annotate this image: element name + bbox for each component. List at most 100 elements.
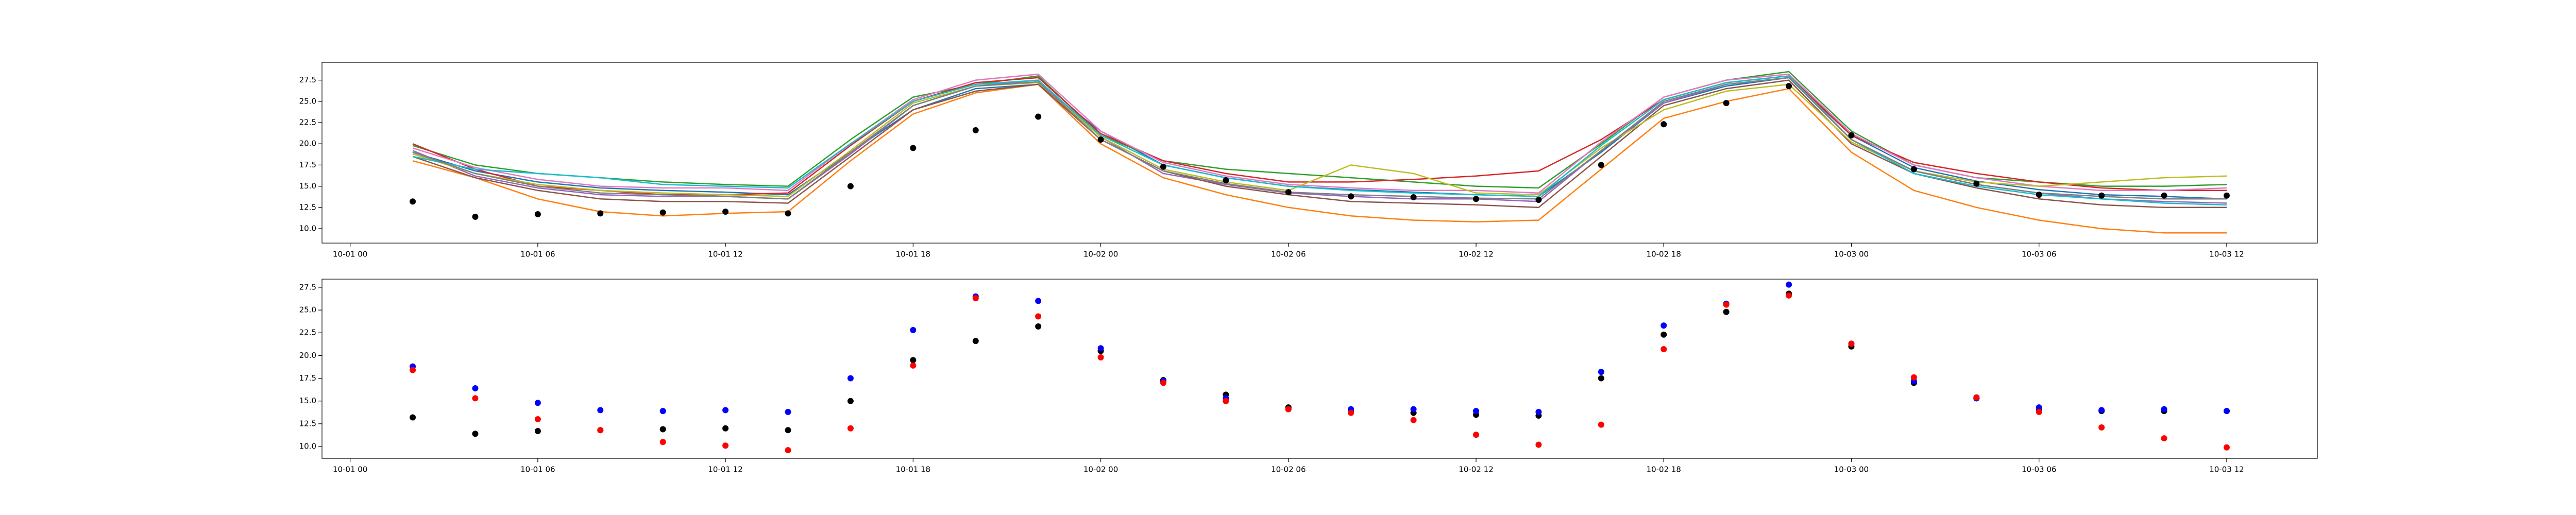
- scatter-point: [1285, 189, 1292, 196]
- scatter-point: [1223, 398, 1229, 404]
- scatter-point: [2098, 424, 2105, 431]
- scatter-point: [1473, 432, 1480, 438]
- series-line: [412, 77, 2227, 200]
- scatter-point: [1035, 298, 1042, 304]
- scatter-point: [1848, 132, 1855, 139]
- x-tick-label: 10-02 06: [1271, 250, 1306, 259]
- scatter-point: [2036, 404, 2042, 411]
- scatter-point: [472, 385, 479, 391]
- x-tick-label: 10-03 00: [1834, 250, 1869, 259]
- scatter-point: [1410, 406, 1417, 413]
- scatter-point: [1660, 121, 1667, 128]
- scatter-point: [1035, 113, 1042, 120]
- scatter-point: [1723, 301, 1730, 308]
- scatter-point: [659, 209, 666, 216]
- scatter-point: [410, 198, 416, 205]
- scatter-point: [1786, 83, 1792, 90]
- x-tick-label: 10-01 00: [333, 465, 367, 474]
- scatter-point: [2161, 406, 2167, 413]
- x-tick-label: 10-03 00: [1834, 465, 1869, 474]
- scatter-point: [785, 447, 791, 454]
- y-tick-label: 12.5: [299, 202, 316, 212]
- scatter-point: [472, 395, 479, 402]
- x-tick-label: 10-01 12: [708, 250, 742, 259]
- scatter-point: [1097, 354, 1104, 360]
- scatter-point: [1285, 406, 1292, 413]
- scatter-point: [534, 400, 541, 406]
- x-tick-label: 10-03 06: [2022, 250, 2056, 259]
- scatter-point: [659, 426, 666, 433]
- scatter-point: [1035, 323, 1042, 330]
- scatter-point: [1410, 417, 1417, 423]
- series-line: [412, 83, 2227, 234]
- y-tick-label: 20.0: [299, 351, 316, 360]
- axes-frame: [321, 279, 2318, 459]
- scatter-point: [534, 428, 541, 435]
- scatter-point: [847, 183, 854, 190]
- x-tick-label: 10-03 12: [2209, 250, 2244, 259]
- y-tick-label: 22.5: [299, 118, 316, 127]
- x-tick-label: 10-02 00: [1083, 250, 1118, 259]
- scatter-point: [722, 442, 729, 449]
- scatter-point: [1723, 308, 1730, 315]
- scatter-point: [1535, 408, 1542, 415]
- x-tick-label: 10-01 06: [520, 465, 555, 474]
- scatter-point: [1348, 409, 1354, 416]
- scatter-point: [847, 398, 854, 404]
- scatter-point: [1973, 180, 1980, 187]
- scatter-point: [1473, 408, 1480, 415]
- scatter-point: [597, 210, 604, 217]
- scatter-point: [1097, 345, 1104, 352]
- scatter-point: [1723, 100, 1730, 107]
- scatter-point: [1910, 374, 1917, 381]
- scatter-point: [1035, 313, 1042, 320]
- scatter-point: [410, 367, 416, 373]
- x-tick-label: 10-01 12: [708, 465, 742, 474]
- scatter-point: [785, 408, 791, 415]
- scatter-point: [1097, 136, 1104, 143]
- x-tick-label: 10-02 06: [1271, 465, 1306, 474]
- scatter-point: [534, 211, 541, 217]
- y-tick-label: 20.0: [299, 139, 316, 148]
- scatter-point: [972, 295, 979, 302]
- scatter-point: [1598, 421, 1604, 428]
- scatter-point: [659, 439, 666, 445]
- x-tick-label: 10-01 18: [896, 250, 930, 259]
- scatter-point: [659, 408, 666, 415]
- scatter-point: [2098, 407, 2105, 414]
- y-tick-label: 25.0: [299, 96, 316, 106]
- scatter-point: [1160, 380, 1166, 386]
- scatter-point: [910, 362, 917, 369]
- scatter-point: [1660, 346, 1667, 353]
- x-tick-label: 10-02 18: [1647, 250, 1681, 259]
- scatter-point: [597, 427, 604, 434]
- x-tick-label: 10-01 00: [333, 250, 367, 259]
- x-tick-label: 10-02 12: [1459, 465, 1493, 474]
- scatter-point: [2223, 444, 2230, 451]
- scatter-point: [910, 357, 917, 364]
- scatter-point: [1973, 394, 1980, 401]
- y-tick-label: 27.5: [299, 282, 316, 291]
- scatter-point: [722, 425, 729, 432]
- x-tick-label: 10-03 06: [2022, 465, 2056, 474]
- scatter-point: [1910, 166, 1917, 173]
- x-tick-label: 10-01 18: [896, 465, 930, 474]
- scatter-point: [597, 407, 604, 414]
- y-tick-label: 15.0: [299, 396, 316, 405]
- y-tick-label: 10.0: [299, 224, 316, 233]
- scatter-point: [910, 327, 917, 333]
- x-tick-label: 10-03 12: [2209, 465, 2244, 474]
- scatter-point: [1535, 441, 1542, 448]
- scatter-point: [1598, 369, 1604, 375]
- scatter-point: [1598, 162, 1604, 168]
- y-tick-label: 17.5: [299, 160, 316, 169]
- scatter-point: [1410, 194, 1417, 201]
- scatter-point: [1223, 177, 1229, 184]
- scatter-point: [847, 425, 854, 432]
- scatter-point: [1160, 163, 1166, 170]
- scatter-point: [1473, 196, 1480, 202]
- scatter-point: [2036, 408, 2042, 415]
- scatter-point: [2223, 408, 2230, 415]
- x-tick-label: 10-01 06: [520, 250, 555, 259]
